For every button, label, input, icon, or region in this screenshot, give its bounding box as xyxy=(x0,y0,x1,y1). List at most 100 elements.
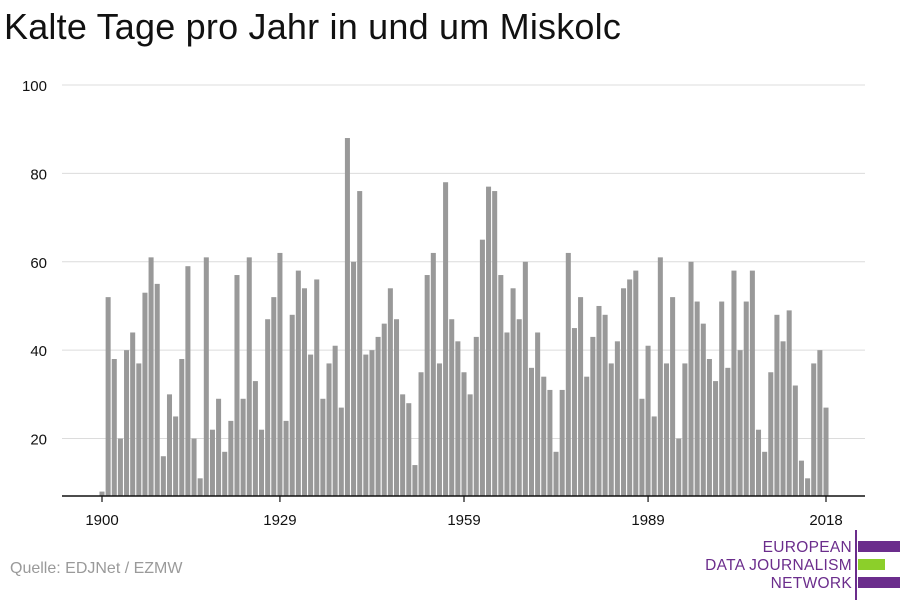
y-tick-label-60: 60 xyxy=(30,255,47,272)
bar-1998 xyxy=(700,323,706,496)
bar-1914 xyxy=(185,266,191,496)
bar-1999 xyxy=(706,359,712,496)
bar-1997 xyxy=(694,301,700,496)
bar-1966 xyxy=(504,332,510,496)
bar-1925 xyxy=(252,381,258,496)
bar-1980 xyxy=(590,336,596,496)
bar-1931 xyxy=(289,314,295,496)
bar-1937 xyxy=(326,363,332,496)
bar-1935 xyxy=(314,279,320,496)
bar-1954 xyxy=(430,252,436,496)
bar-1975 xyxy=(559,389,565,496)
bar-1932 xyxy=(295,270,301,496)
bar-1902 xyxy=(111,359,117,496)
bar-1943 xyxy=(363,354,369,496)
bar-1923 xyxy=(240,398,246,496)
bar-1981 xyxy=(596,305,602,496)
bar-1924 xyxy=(246,257,252,496)
bar-2006 xyxy=(749,270,755,496)
logo-bar-purple-top xyxy=(858,541,900,552)
bar-1991 xyxy=(657,257,663,496)
bar-1987 xyxy=(633,270,639,496)
bar-1906 xyxy=(136,363,142,496)
bar-1977 xyxy=(571,328,577,496)
bar-1903 xyxy=(117,438,123,496)
bar-2014 xyxy=(798,460,804,496)
bar-2011 xyxy=(780,341,786,496)
bar-1964 xyxy=(492,191,498,496)
x-tick-label-2018: 2018 xyxy=(809,512,842,529)
bar-1911 xyxy=(166,394,173,496)
logo-bar-purple-bottom xyxy=(858,577,900,588)
bar-2007 xyxy=(755,429,762,496)
logo-line-1: EUROPEAN xyxy=(762,539,852,556)
bar-2002 xyxy=(725,367,731,496)
bar-1956 xyxy=(443,182,449,496)
bar-1990 xyxy=(651,416,657,496)
x-axis-ticks: 1900 1929 1959 1989 2018 xyxy=(85,496,843,529)
bar-1909 xyxy=(154,283,160,496)
bar-2015 xyxy=(805,478,811,496)
bar-1976 xyxy=(565,252,571,496)
y-tick-label-100: 100 xyxy=(22,78,47,95)
bar-1983 xyxy=(608,363,614,496)
bar-1965 xyxy=(498,275,504,496)
bar-1922 xyxy=(234,275,240,496)
bar-1972 xyxy=(541,376,547,496)
bar-1939 xyxy=(338,407,344,496)
bar-1901 xyxy=(105,297,111,496)
bar-1913 xyxy=(179,359,185,496)
bar-2013 xyxy=(792,385,798,496)
bar-1908 xyxy=(148,257,154,496)
bar-1960 xyxy=(467,394,473,496)
bar-2008 xyxy=(762,451,768,496)
bar-1942 xyxy=(357,191,363,496)
bar-1905 xyxy=(130,332,136,496)
bar-1929 xyxy=(277,252,283,496)
bar-1984 xyxy=(614,341,620,496)
bar-1955 xyxy=(436,363,442,496)
bar-1928 xyxy=(271,297,277,496)
bar-1957 xyxy=(449,319,455,496)
y-tick-label-80: 80 xyxy=(30,166,47,183)
bar-1927 xyxy=(265,319,271,496)
bar-1968 xyxy=(516,319,522,496)
bar-1996 xyxy=(688,261,694,496)
bar-1979 xyxy=(584,376,590,496)
x-tick-label-1929: 1929 xyxy=(263,512,296,529)
bar-1920 xyxy=(222,451,228,496)
bar-1978 xyxy=(578,297,584,496)
bar-1967 xyxy=(510,288,516,496)
bar-1948 xyxy=(393,319,400,496)
y-tick-label-40: 40 xyxy=(30,343,47,360)
y-tick-label-20: 20 xyxy=(30,432,47,449)
bar-1989 xyxy=(645,345,651,496)
bar-1916 xyxy=(197,478,203,496)
logo-line-3: NETWORK xyxy=(770,575,852,592)
bar-1946 xyxy=(381,323,387,496)
bar-2018 xyxy=(823,407,829,496)
bar-1949 xyxy=(400,394,406,496)
bar-1971 xyxy=(535,332,541,496)
bar-2001 xyxy=(719,301,725,496)
x-tick-label-1989: 1989 xyxy=(631,512,664,529)
bar-2003 xyxy=(731,270,737,496)
bar-1951 xyxy=(412,465,418,496)
bar-1947 xyxy=(387,288,393,496)
bar-1982 xyxy=(602,314,608,496)
bar-1941 xyxy=(351,261,357,496)
bar-1917 xyxy=(203,257,209,496)
bar-2016 xyxy=(811,363,817,496)
bars xyxy=(99,138,829,497)
bar-2017 xyxy=(817,350,823,496)
chart-title: Kalte Tage pro Jahr in und um Miskolc xyxy=(4,6,622,47)
bar-1912 xyxy=(173,416,179,496)
source-note: Quelle: EDJNet / EZMW xyxy=(10,560,183,577)
bar-1910 xyxy=(160,456,166,496)
bar-1974 xyxy=(553,451,559,496)
bar-1926 xyxy=(259,429,265,496)
bar-1918 xyxy=(209,429,215,496)
bar-2012 xyxy=(786,310,792,496)
bar-1988 xyxy=(639,398,645,496)
bar-1952 xyxy=(418,372,424,496)
